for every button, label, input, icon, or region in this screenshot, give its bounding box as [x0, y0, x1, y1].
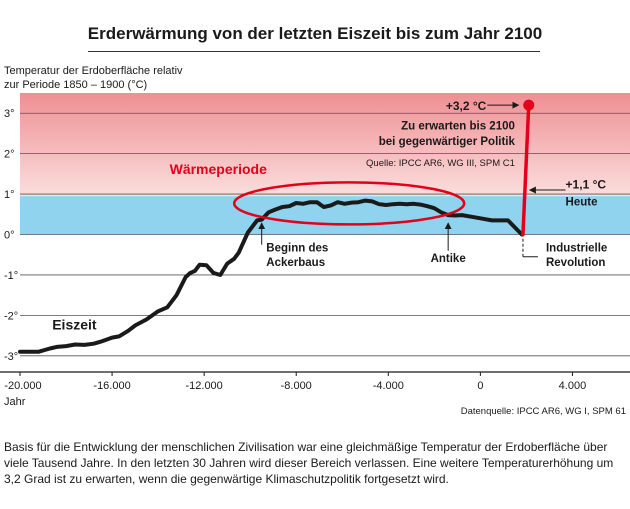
x-tick-label: 0	[477, 380, 483, 392]
y-axis-label: Temperatur der Erdoberfläche relativ zur…	[4, 64, 183, 92]
endpoint-value-label: +3,2 °C	[446, 99, 487, 113]
ice-age-label: Eiszeit	[52, 317, 97, 333]
x-tick-label: -4.000	[373, 380, 404, 392]
today-value-label: +1,1 °C	[566, 177, 607, 191]
source-label: Quelle: IPCC AR6, WG III, SPM C1	[366, 158, 515, 169]
warm-period-ellipse	[232, 181, 466, 226]
expected-label-line1: Zu erwarten bis 2100	[401, 120, 515, 132]
x-axis-label: Jahr	[4, 396, 26, 408]
caption: Basis für die Entwicklung der menschlich…	[4, 440, 614, 486]
agriculture-label-line2: Ackerbaus	[266, 257, 325, 269]
y-tick-label: 1°	[4, 189, 15, 201]
agriculture-label-line1: Beginn des	[266, 243, 328, 255]
antiquity-label: Antike	[431, 253, 466, 265]
warm-period-label: Wärmeperiode	[170, 161, 267, 177]
chart-title: Erderwärmung von der letzten Eiszeit bis…	[87, 24, 543, 43]
industrial-label-line2: Revolution	[546, 257, 605, 269]
y-axis-label-line2: zur Periode 1850 – 1900 (°C)	[4, 79, 148, 91]
expected-label-line2: bei gegenwärtiger Politik	[379, 136, 516, 148]
y-tick-label: 2°	[4, 149, 15, 161]
industrial-label-line1: Industrielle	[546, 243, 607, 255]
today-label: Heute	[566, 196, 598, 208]
normal-band	[20, 196, 630, 235]
y-tick-label: 0°	[4, 230, 15, 242]
x-tick-label: -16.000	[93, 380, 130, 392]
y-tick-label: -1°	[4, 270, 18, 282]
y-tick-label: -2°	[4, 310, 18, 322]
series-line-forecast	[521, 103, 531, 237]
forecast-endpoint	[523, 99, 535, 111]
temperature-chart: -3° -2° -1° 0° 1° 2° 3° -20.000 -16.000 -12.000 -8…	[0, 93, 630, 417]
x-tick-label: -20.000	[4, 380, 41, 392]
x-tick-label: -12.000	[185, 380, 222, 392]
series-line-historical	[18, 198, 524, 354]
y-axis-label-line1: Temperatur der Erdoberfläche relativ	[4, 65, 183, 77]
y-tick-label: -3°	[4, 351, 18, 363]
y-tick-label: 3°	[4, 108, 15, 120]
title-rule	[88, 51, 540, 52]
x-tick-label: 4.000	[559, 380, 587, 392]
x-tick-label: -8.000	[281, 380, 312, 392]
warm-band	[20, 93, 630, 197]
data-source-label: Datenquelle: IPCC AR6, WG I, SPM 61	[461, 406, 626, 417]
